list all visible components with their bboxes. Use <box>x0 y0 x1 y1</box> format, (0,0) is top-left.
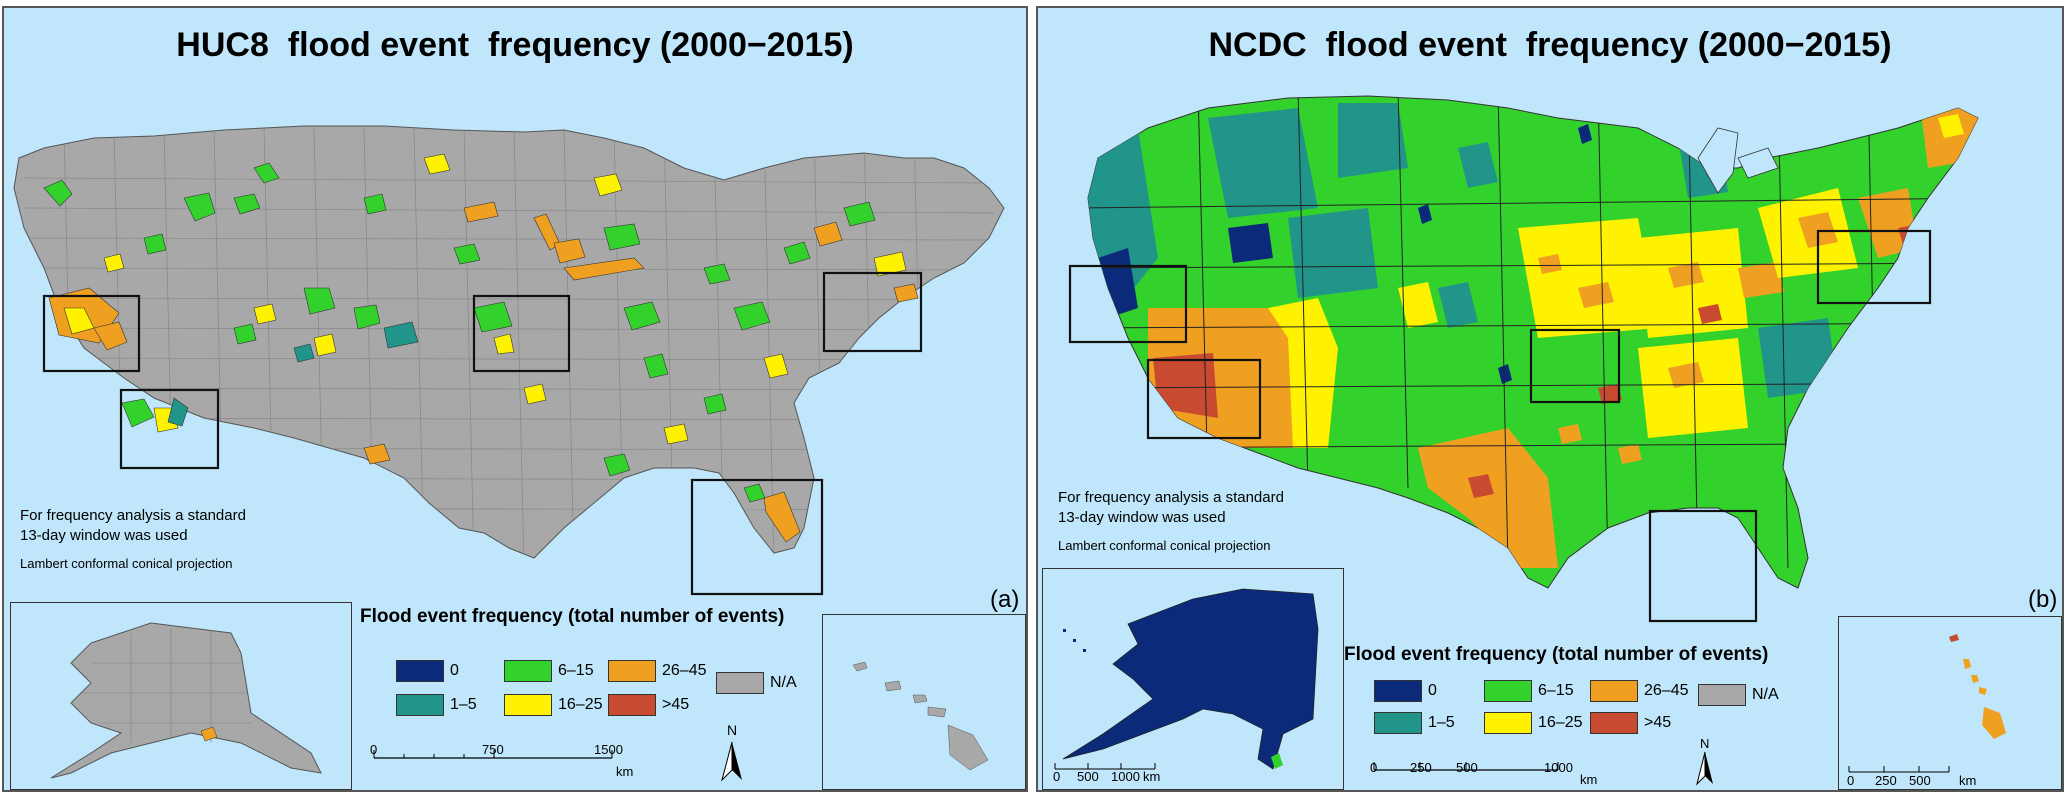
panel-b-title: NCDC flood event frequency (2000−2015) <box>1208 26 1892 64</box>
panel-b-north-label: N <box>1700 736 1710 751</box>
legend-label-1: 1–5 <box>1428 714 1455 731</box>
legend-swatch-0 <box>1374 680 1422 702</box>
alaska-map-b <box>1054 588 1319 770</box>
panel-b-note-line2: 13-day window was used <box>1058 509 1226 526</box>
panel-b-note-line1: For frequency analysis a standard <box>1058 489 1284 506</box>
legend-label-6: N/A <box>1752 686 1779 703</box>
scale-b-unit: km <box>1580 772 1598 787</box>
panel-b-north-arrow-icon <box>1696 751 1713 786</box>
panel-b-label: (b) <box>2028 586 2058 613</box>
legend-swatch-1 <box>1374 712 1422 734</box>
scale-b-alaska-tick-0: 0 <box>1053 769 1061 784</box>
scale-a-tick-1500: 1500 <box>594 742 623 757</box>
legend-swatch-2 <box>504 660 552 682</box>
scale-a-tick-0: 0 <box>370 742 378 757</box>
panel-a-label: (a) <box>990 586 1020 613</box>
scale-b-alaska-tick-500: 500 <box>1077 769 1099 784</box>
panel-a-note-line2: 13-day window was used <box>20 527 188 544</box>
legend-label-2: 6–15 <box>558 662 594 679</box>
panel-a-alaska-inset <box>10 602 352 790</box>
great-lakes <box>1697 127 1739 194</box>
alaska-map <box>50 622 322 779</box>
panel-a-scale-bar <box>373 750 613 759</box>
watershed-patches <box>43 153 919 543</box>
legend-swatch-0 <box>396 660 444 682</box>
legend-label-2: 6–15 <box>1538 682 1574 699</box>
scale-a-tick-750: 750 <box>482 742 504 757</box>
legend-label-0: 0 <box>450 662 459 679</box>
panel-a-note-line1: For frequency analysis a standard <box>20 507 246 524</box>
panel-b-hawaii-inset: 0 250 500 km <box>1838 616 2062 790</box>
panel-a-north-arrow-icon <box>721 741 742 782</box>
scale-b-tick-1000: 1000 <box>1544 760 1573 775</box>
panel-b-legend-title: Flood event frequency (total number of e… <box>1344 644 1769 665</box>
scale-b-alaska-tick-1000: 1000 <box>1111 769 1140 784</box>
panel-a-title: HUC8 flood event frequency (2000−2015) <box>176 26 854 64</box>
legend-label-4: 26–45 <box>662 662 707 679</box>
scale-b-hawaii-unit: km <box>1959 773 1977 788</box>
legend-label-1: 1–5 <box>450 696 477 713</box>
scale-b-hawaii-tick-0: 0 <box>1847 773 1855 788</box>
panel-b-scale-bar <box>1373 762 1559 771</box>
scale-b-tick-0: 0 <box>1370 760 1378 775</box>
hawaii-map <box>852 661 989 771</box>
scale-b-tick-500: 500 <box>1456 760 1478 775</box>
panel-a-hawaii-inset <box>822 614 1026 790</box>
legend-swatch-4 <box>1590 680 1638 702</box>
legend-label-4: 26–45 <box>1644 682 1689 699</box>
legend-swatch-6 <box>1698 684 1746 706</box>
legend-label-0: 0 <box>1428 682 1437 699</box>
legend-swatch-4 <box>608 660 656 682</box>
panel-a-huc8-map: HUC8 flood event frequency (2000−2015) <box>2 6 1028 792</box>
legend-swatch-3 <box>504 694 552 716</box>
panel-a-projection: Lambert conformal conical projection <box>20 556 233 571</box>
legend-label-5: >45 <box>662 696 690 713</box>
legend-swatch-3 <box>1484 712 1532 734</box>
panel-a-conus-map <box>13 125 1005 596</box>
legend-label-6: N/A <box>770 674 797 691</box>
legend-swatch-1 <box>396 694 444 716</box>
panel-b-ncdc-map: NCDC flood event frequency (2000−2015) <box>1036 6 2064 792</box>
focus-boxes-b <box>1068 229 1932 623</box>
legend-swatch-5 <box>608 694 656 716</box>
legend-label-3: 16–25 <box>1538 714 1583 731</box>
legend-swatch-5 <box>1590 712 1638 734</box>
hawaii-map-b <box>1848 634 2006 773</box>
legend-swatch-2 <box>1484 680 1532 702</box>
panel-b-projection: Lambert conformal conical projection <box>1058 538 1271 553</box>
scale-b-hawaii-tick-500: 500 <box>1909 773 1931 788</box>
scale-b-alaska-unit: km <box>1143 769 1161 784</box>
scale-b-tick-250: 250 <box>1410 760 1432 775</box>
panel-a-north-label: N <box>727 722 738 738</box>
legend-label-5: >45 <box>1644 714 1672 731</box>
panel-b-alaska-inset: 0 500 1000 km <box>1042 568 1344 790</box>
focus-boxes <box>42 271 923 596</box>
scale-b-hawaii-tick-250: 250 <box>1875 773 1897 788</box>
legend-label-3: 16–25 <box>558 696 603 713</box>
scale-a-unit: km <box>616 764 634 779</box>
panel-b-conus-map <box>1068 95 1979 623</box>
panel-a-legend-title: Flood event frequency (total number of e… <box>360 606 785 627</box>
legend-swatch-6 <box>716 672 764 694</box>
